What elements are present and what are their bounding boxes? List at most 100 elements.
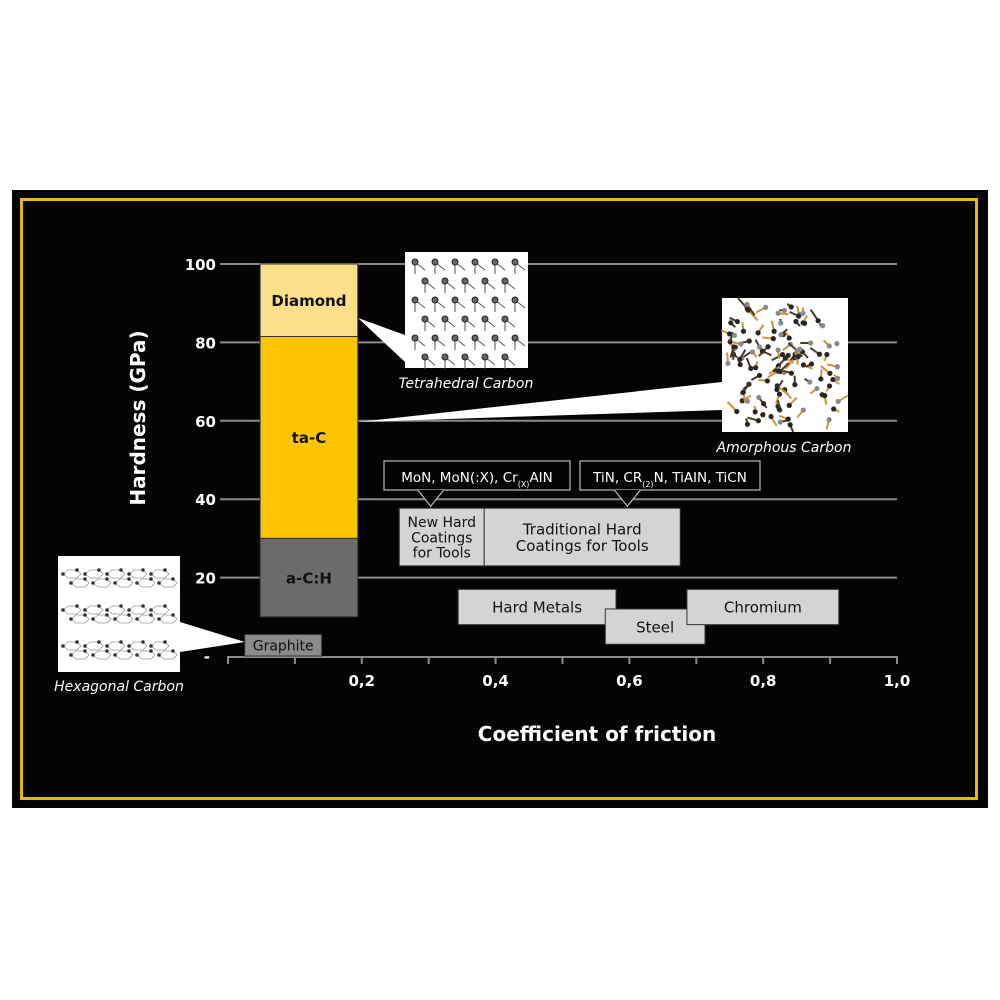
annotation-text: MoN, MoN(:X), Cr(X)AIN <box>401 470 553 489</box>
atom <box>171 577 175 581</box>
atom <box>481 315 489 323</box>
atom <box>451 334 459 342</box>
hex-ring <box>136 650 156 660</box>
atom <box>797 346 803 352</box>
atom <box>135 581 139 585</box>
box-label: Steel <box>636 618 674 636</box>
hex-ring <box>150 641 170 651</box>
atom <box>441 315 449 323</box>
atom <box>441 277 449 285</box>
box-diamond <box>259 263 359 338</box>
hex-ring <box>70 614 90 624</box>
atom <box>771 328 777 334</box>
hex-ring <box>158 578 178 588</box>
atom <box>471 334 479 342</box>
atom <box>163 604 167 608</box>
atom <box>431 258 439 266</box>
box-label-line: a-C:H <box>286 569 332 587</box>
atom <box>740 328 747 334</box>
hex-ring <box>92 614 112 624</box>
atom <box>119 568 123 572</box>
atom <box>91 581 95 585</box>
atom <box>171 613 175 617</box>
atom <box>411 334 419 342</box>
hex-ring <box>84 641 104 651</box>
atom <box>781 307 787 313</box>
atom <box>776 406 782 412</box>
atom <box>149 613 153 617</box>
annotation-box <box>579 460 761 491</box>
atom <box>511 258 519 266</box>
atom <box>727 339 733 345</box>
annotation-rest: N, TiAIN, TiCN <box>654 470 747 486</box>
atom <box>431 296 439 304</box>
atom <box>734 408 740 415</box>
atom <box>97 640 101 644</box>
hex-ring <box>150 605 170 615</box>
atom <box>775 368 782 374</box>
box-traditional-hard <box>483 507 681 567</box>
atom <box>127 577 131 581</box>
atom <box>793 318 799 325</box>
atom <box>105 572 109 576</box>
atom <box>731 344 737 350</box>
box-label: Graphite <box>253 639 314 655</box>
atom <box>83 608 87 612</box>
box-new-hard <box>398 507 485 567</box>
atom <box>761 401 767 407</box>
atom <box>491 258 499 266</box>
atom <box>163 568 167 572</box>
hex-ring <box>106 569 126 579</box>
atom <box>471 258 479 266</box>
box-label-line: Diamond <box>271 292 346 310</box>
hex-ring <box>70 578 90 588</box>
atom <box>421 277 429 285</box>
y-tick-label: 80 <box>195 334 216 352</box>
annotation-main: MoN, MoN(:X), Cr <box>401 470 518 486</box>
atom <box>75 604 79 608</box>
atom <box>69 617 73 621</box>
atom <box>69 653 73 657</box>
hex-ring <box>128 641 148 651</box>
hex-ring <box>158 650 178 660</box>
atom <box>815 318 821 324</box>
atom <box>127 608 131 612</box>
atom <box>105 613 109 617</box>
atom <box>778 332 784 338</box>
atom <box>835 398 841 405</box>
atom <box>824 351 830 358</box>
structure-image-tetrahedral <box>405 252 528 369</box>
atom <box>481 353 489 361</box>
atom <box>807 379 813 385</box>
hex-ring <box>158 614 178 624</box>
structure-caption: Tetrahedral Carbon <box>399 376 534 392</box>
atom <box>755 418 762 424</box>
atom <box>491 334 499 342</box>
callout-wedge-tetrahedral <box>358 318 405 362</box>
atom <box>785 416 791 422</box>
atom <box>421 353 429 361</box>
atom <box>731 332 738 338</box>
atom <box>744 301 750 307</box>
atom <box>737 356 743 362</box>
atom <box>774 386 780 393</box>
atom <box>744 421 751 427</box>
atom <box>411 296 419 304</box>
atom <box>157 617 161 621</box>
structure-image-hexagonal <box>58 556 180 672</box>
box-label-line: Chromium <box>724 599 802 617</box>
atom <box>756 344 763 350</box>
atom <box>759 348 765 354</box>
atom <box>451 296 459 304</box>
atom <box>739 398 745 404</box>
annotation-box <box>383 460 571 491</box>
hex-ring <box>128 569 148 579</box>
atom <box>822 393 828 399</box>
atom <box>149 644 153 648</box>
callout-wedge-hexagonal <box>180 622 245 652</box>
atom <box>744 398 750 404</box>
atom <box>105 644 109 648</box>
atom <box>113 581 117 585</box>
atom <box>787 422 793 428</box>
